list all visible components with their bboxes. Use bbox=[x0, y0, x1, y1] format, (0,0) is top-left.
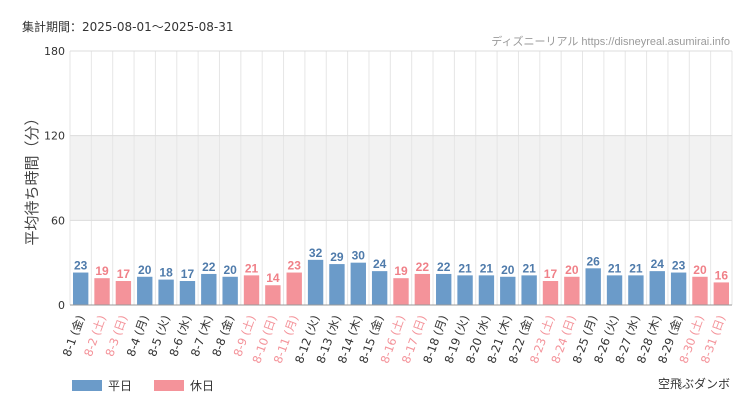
bar bbox=[692, 276, 708, 305]
bar bbox=[585, 268, 601, 305]
y-tick-label: 120 bbox=[44, 130, 65, 143]
bar-value-label: 26 bbox=[587, 254, 601, 268]
bar bbox=[72, 272, 89, 305]
bar bbox=[222, 276, 238, 305]
legend-label-holiday: 休日 bbox=[190, 379, 215, 393]
bar-value-label: 16 bbox=[715, 268, 729, 282]
y-tick-label: 0 bbox=[58, 299, 65, 312]
bar-value-label: 19 bbox=[394, 264, 408, 278]
period-label: 集計期間：2025-08-01～2025-08-31 bbox=[22, 20, 234, 34]
bar-value-label: 21 bbox=[245, 261, 259, 275]
y-tick-label: 180 bbox=[44, 45, 65, 58]
bar bbox=[500, 276, 516, 305]
bar-value-label: 30 bbox=[352, 249, 366, 263]
chart-legend: 平日 休日 bbox=[72, 377, 214, 394]
bar bbox=[265, 285, 281, 305]
bar bbox=[179, 281, 196, 305]
bar bbox=[115, 281, 132, 305]
bar-value-label: 24 bbox=[651, 257, 665, 271]
bar bbox=[521, 275, 537, 305]
bar bbox=[94, 278, 110, 305]
bar-value-label: 17 bbox=[544, 267, 558, 281]
bar bbox=[414, 273, 431, 305]
bar-value-label: 21 bbox=[458, 261, 472, 275]
bar-value-label: 24 bbox=[373, 257, 387, 271]
bar-value-label: 22 bbox=[416, 260, 430, 274]
bar-value-label: 22 bbox=[202, 260, 216, 274]
bar bbox=[371, 271, 388, 305]
bar-value-label: 23 bbox=[672, 259, 686, 273]
legend-swatch-weekday bbox=[72, 380, 102, 391]
bar-value-label: 20 bbox=[565, 263, 579, 277]
bar-value-label: 20 bbox=[138, 263, 152, 277]
bar bbox=[286, 272, 302, 305]
bar-value-label: 17 bbox=[117, 267, 131, 281]
bar-value-label: 17 bbox=[181, 267, 195, 281]
bar-value-label: 32 bbox=[309, 246, 323, 260]
bar-value-label: 20 bbox=[693, 263, 707, 277]
bar bbox=[158, 279, 174, 305]
bar bbox=[478, 275, 495, 305]
bar bbox=[606, 275, 623, 305]
bar bbox=[436, 273, 452, 305]
bar-value-label: 21 bbox=[629, 261, 643, 275]
bar bbox=[649, 271, 665, 305]
bar-value-label: 19 bbox=[95, 264, 109, 278]
bar-value-label: 21 bbox=[480, 261, 494, 275]
bar bbox=[350, 262, 366, 305]
bar-value-label: 21 bbox=[522, 261, 536, 275]
legend-item-weekday[interactable]: 平日 bbox=[72, 377, 132, 394]
bar bbox=[329, 264, 345, 305]
y-band bbox=[70, 51, 732, 136]
bar-value-label: 22 bbox=[437, 260, 451, 274]
bar bbox=[457, 275, 473, 305]
source-credit: ディズニーリアル https://disneyreal.asumirai.inf… bbox=[491, 36, 730, 48]
legend-swatch-holiday bbox=[154, 380, 185, 391]
bar-value-label: 29 bbox=[330, 250, 344, 264]
bar-value-label: 21 bbox=[608, 261, 622, 275]
bar bbox=[201, 273, 217, 305]
bar-value-label: 20 bbox=[501, 263, 515, 277]
bar bbox=[307, 259, 324, 305]
y-band bbox=[70, 135, 732, 221]
bar bbox=[137, 276, 153, 305]
bar bbox=[628, 275, 644, 305]
bar-value-label: 23 bbox=[288, 259, 302, 273]
bar-value-label: 14 bbox=[266, 271, 280, 285]
legend-label-weekday: 平日 bbox=[108, 379, 133, 393]
bar bbox=[564, 276, 580, 305]
legend-item-holiday[interactable]: 休日 bbox=[154, 377, 214, 394]
attraction-name: 空飛ぶダンボ bbox=[657, 377, 730, 391]
y-tick-label: 60 bbox=[51, 214, 65, 227]
bar bbox=[243, 275, 260, 305]
y-axis-title: 平均待ち時間（分） bbox=[23, 110, 41, 245]
bar-value-label: 20 bbox=[223, 263, 237, 277]
bar bbox=[393, 278, 409, 305]
bar bbox=[713, 282, 730, 305]
bar-value-label: 18 bbox=[159, 266, 173, 280]
bar bbox=[542, 281, 559, 305]
bar bbox=[670, 272, 687, 305]
bar-value-label: 23 bbox=[74, 259, 88, 273]
